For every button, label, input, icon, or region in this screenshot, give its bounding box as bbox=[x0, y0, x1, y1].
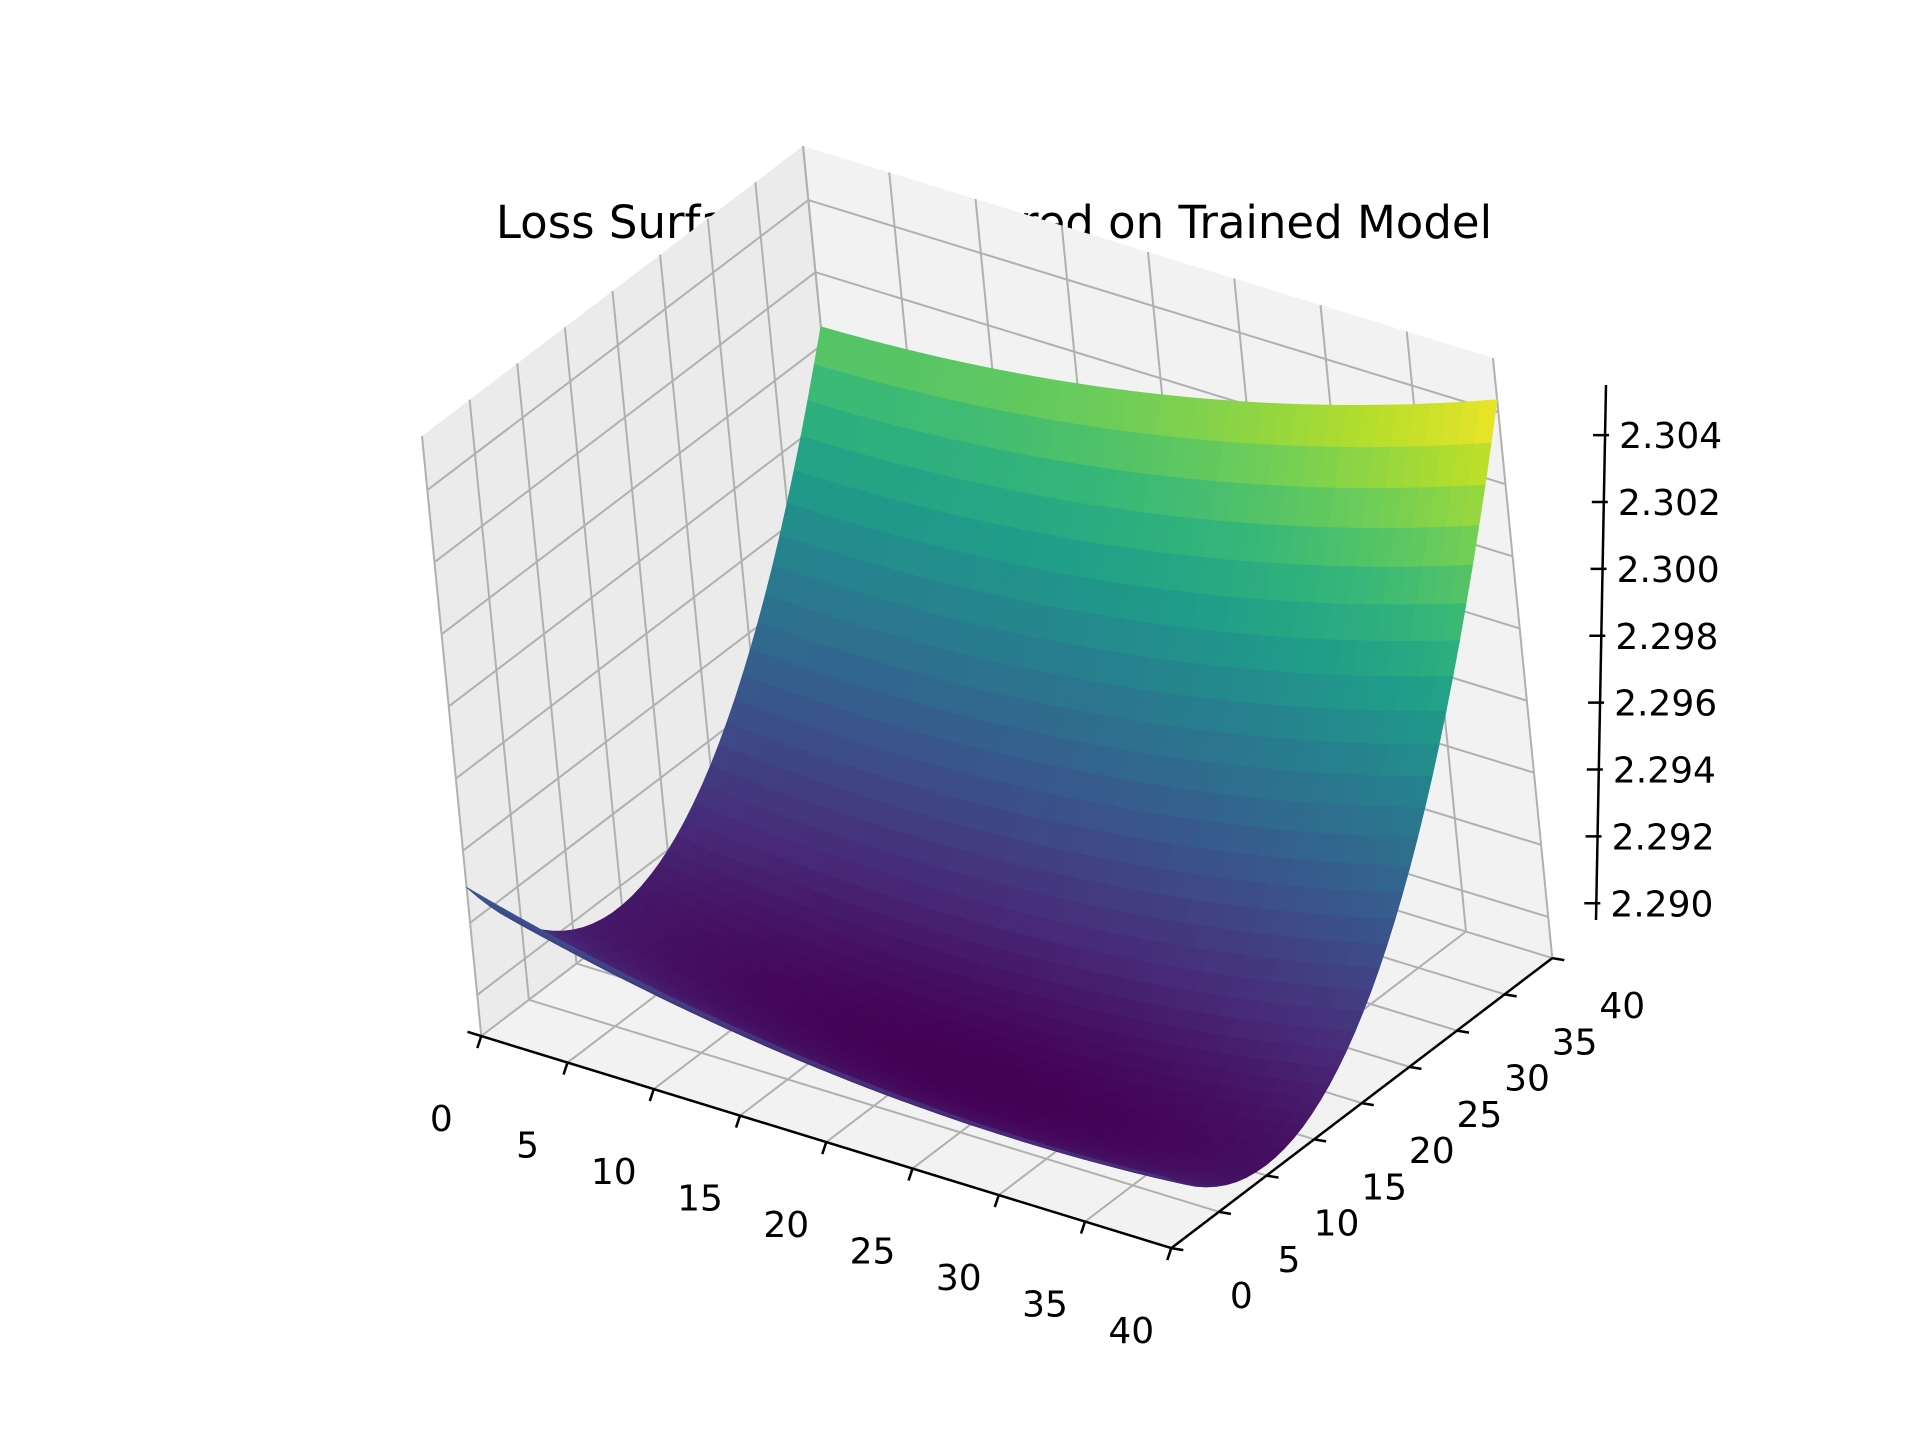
y-tick-label: 25 bbox=[1456, 1095, 1502, 1136]
grid-line-left-z bbox=[448, 415, 831, 708]
grid-line-left-z bbox=[426, 199, 809, 491]
grid-line-left-z bbox=[455, 487, 838, 780]
grid-line-back-z bbox=[808, 199, 1499, 414]
grid-line-left-y bbox=[659, 254, 721, 855]
y-tick bbox=[1456, 1029, 1470, 1034]
y-tick-label: 10 bbox=[1314, 1204, 1360, 1245]
z-tick-label: 2.304 bbox=[1619, 416, 1722, 457]
y-tick-label: 40 bbox=[1599, 986, 1645, 1027]
x-tick bbox=[993, 1194, 1000, 1208]
y-tick bbox=[1171, 1246, 1184, 1252]
grid-line-left-z bbox=[433, 271, 817, 564]
x-tick bbox=[476, 1035, 483, 1049]
z-tick-label: 2.302 bbox=[1618, 483, 1721, 524]
y-tick-label: 20 bbox=[1409, 1131, 1455, 1172]
loss-surface bbox=[466, 326, 1498, 1188]
x-tick-label: 20 bbox=[763, 1205, 809, 1246]
y-tick bbox=[1361, 1101, 1374, 1107]
x-tick-label: 30 bbox=[936, 1258, 982, 1299]
grid-line-left-y bbox=[421, 435, 483, 1037]
y-tick bbox=[1313, 1138, 1327, 1143]
surface-patch bbox=[1146, 1172, 1176, 1182]
y-tick bbox=[1552, 956, 1565, 962]
z-tick-label: 2.300 bbox=[1617, 550, 1720, 591]
grid-line-left-z bbox=[440, 343, 824, 636]
x-tick bbox=[907, 1168, 914, 1181]
grid-line-left-y bbox=[563, 327, 626, 928]
grid-line-floor-y bbox=[528, 998, 1220, 1213]
x-tick bbox=[1166, 1247, 1173, 1261]
y-tick bbox=[1218, 1210, 1232, 1216]
y-tick-label: 30 bbox=[1504, 1059, 1550, 1100]
z-axis-line bbox=[1594, 384, 1608, 921]
x-tick-label: 40 bbox=[1108, 1311, 1154, 1352]
grid-line-left-y bbox=[611, 290, 673, 892]
x-tick bbox=[562, 1062, 569, 1075]
x-tick-label: 5 bbox=[516, 1126, 539, 1167]
y-tick-label: 35 bbox=[1552, 1022, 1598, 1063]
grid-line-back-x bbox=[1492, 357, 1554, 959]
x-tick-label: 15 bbox=[677, 1179, 723, 1220]
y-tick-label: 15 bbox=[1361, 1167, 1407, 1208]
x-tick-label: 35 bbox=[1022, 1285, 1068, 1326]
x-axis-line bbox=[467, 1030, 1172, 1250]
y-tick-label: 0 bbox=[1230, 1276, 1253, 1317]
z-tick-label: 2.294 bbox=[1613, 751, 1716, 792]
x-tick-label: 10 bbox=[591, 1152, 637, 1193]
z-tick-label: 2.296 bbox=[1614, 684, 1717, 725]
x-tick bbox=[821, 1141, 828, 1155]
x-tick bbox=[1079, 1221, 1087, 1234]
x-tick bbox=[734, 1115, 742, 1128]
z-tick-label: 2.292 bbox=[1612, 817, 1715, 858]
z-tick-label: 2.290 bbox=[1610, 884, 1713, 925]
grid-line-left-y bbox=[468, 399, 530, 1000]
x-tick-label: 0 bbox=[430, 1099, 453, 1140]
tick-labels: 051015202530354005101520253035402.2902.2… bbox=[430, 416, 1722, 1352]
x-tick bbox=[648, 1088, 655, 1102]
y-tick-label: 5 bbox=[1277, 1240, 1300, 1281]
y-tick bbox=[1409, 1065, 1422, 1071]
grid-line-left-y bbox=[516, 363, 578, 964]
y-tick bbox=[1266, 1174, 1279, 1179]
y-tick bbox=[1504, 993, 1517, 998]
z-tick-label: 2.298 bbox=[1615, 617, 1718, 658]
x-tick-label: 25 bbox=[850, 1232, 896, 1273]
tick-marks bbox=[476, 433, 1610, 1261]
